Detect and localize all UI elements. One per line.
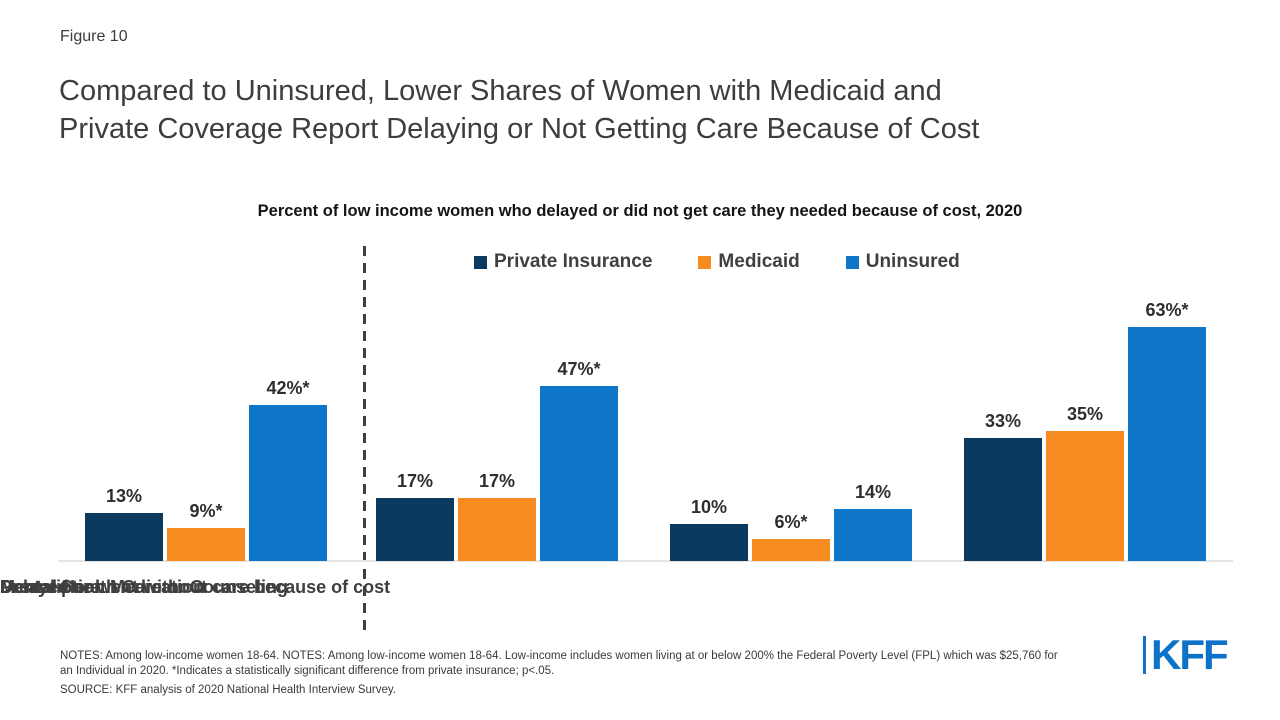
legend-swatch-icon — [845, 255, 859, 269]
chart-title: Compared to Uninsured, Lower Shares of W… — [59, 72, 979, 148]
legend-item-medicaid: Medicaid — [698, 251, 800, 273]
legend-swatch-icon — [474, 255, 487, 269]
category-label-prescription-medication: Prescription Medication — [0, 577, 205, 597]
legend-label: Uninsured — [865, 251, 960, 272]
notes-line1: NOTES: Among low-income women 18-64. NOT… — [60, 650, 1058, 662]
bar-uninsured — [1128, 327, 1206, 561]
bar-private-insurance — [85, 513, 163, 561]
bar-value-label: 17% — [396, 471, 434, 491]
chart-title-line2: Private Coverage Report Delaying or Not … — [59, 113, 980, 145]
bar-uninsured — [540, 386, 618, 561]
kff-logo-text: KFF — [1151, 631, 1229, 678]
legend-swatch-icon — [698, 255, 712, 269]
bar-value-label: 33% — [984, 411, 1022, 431]
bar-medicaid — [752, 539, 830, 561]
bar-value-label: 10% — [690, 497, 728, 517]
x-axis-baseline — [58, 560, 1233, 562]
category-label-dental-care: Dental Care — [0, 577, 101, 597]
bar-value-label: 63%* — [1145, 300, 1189, 320]
bar-private-insurance — [376, 498, 454, 561]
source-line: SOURCE: KFF analysis of 2020 National He… — [60, 684, 396, 696]
bar-uninsured — [249, 405, 327, 561]
bar-value-label: 47%* — [557, 359, 601, 379]
legend-item-uninsured: Uninsured — [845, 251, 960, 273]
bar-private-insurance — [670, 524, 748, 561]
figure-number-label: Figure 10 — [60, 28, 128, 45]
bar-value-label: 35% — [1066, 404, 1104, 424]
chart-title-line1: Compared to Uninsured, Lower Shares of W… — [59, 75, 942, 107]
bar-value-label: 14% — [854, 482, 892, 502]
bar-medicaid — [1046, 431, 1124, 561]
dashed-divider-line — [363, 246, 366, 636]
bar-value-label: 6%* — [774, 512, 808, 532]
bar-medicaid — [167, 528, 245, 561]
bar-value-label: 13% — [105, 486, 143, 506]
category-label-delayed-care: Delayed or went without care because of … — [0, 577, 391, 597]
bar-private-insurance — [964, 438, 1042, 561]
footnotes: NOTES: Among low-income women 18-64. NOT… — [60, 649, 1058, 698]
bar-medicaid — [458, 498, 536, 561]
chart-subtitle: Percent of low income women who delayed … — [257, 202, 1023, 220]
kff-logo-bar-icon — [1143, 636, 1146, 674]
kff-logo: KFF — [1143, 631, 1229, 678]
bar-value-label: 17% — [478, 471, 516, 491]
notes-line2: an Individual in 2020. *Indicates a stat… — [60, 665, 555, 677]
legend-item-private-insurance: Private Insurance — [474, 251, 652, 273]
chart-legend: Private Insurance Medicaid Uninsured — [474, 251, 960, 273]
legend-label: Medicaid — [718, 251, 800, 272]
category-label-mental-health: Mental Health Care or Counseling — [0, 577, 289, 597]
bar-uninsured — [834, 509, 912, 561]
bar-value-label: 9%* — [189, 501, 223, 521]
legend-label: Private Insurance — [494, 251, 653, 272]
bar-value-label: 42%* — [266, 378, 310, 398]
